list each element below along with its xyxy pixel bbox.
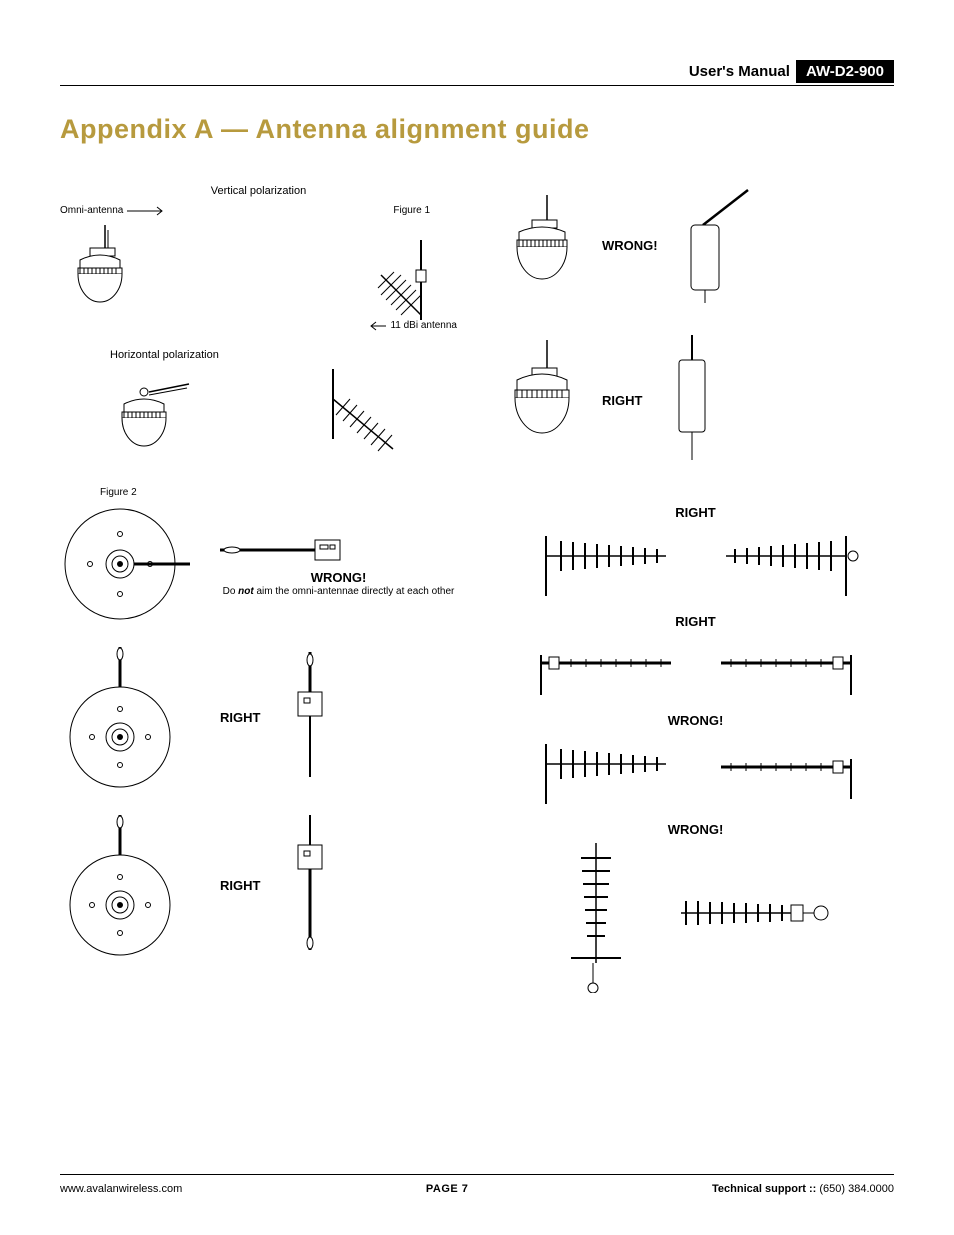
- yagi-vertical-down-icon: [561, 843, 631, 993]
- yagi-flat-left-icon: [711, 739, 861, 799]
- figure-1-label: Figure 1: [366, 205, 457, 216]
- right-column: WRONG! RIGHT: [497, 185, 894, 1011]
- dome-camera-vertical-icon: [497, 340, 587, 460]
- yagi-horizontal-pole-icon: [308, 369, 408, 469]
- header: User's Manual AW-D2-900: [60, 60, 894, 83]
- yagi-right-horizontal-icon: [531, 526, 681, 596]
- right-label: RIGHT: [497, 505, 894, 520]
- yagi-left-horizontal-icon: [671, 883, 831, 953]
- receiver-vertical-icon: [280, 652, 340, 782]
- receiver-side-icon: [220, 530, 350, 570]
- left-column: Vertical polarization Omni-antenna: [60, 185, 457, 1011]
- product-code-badge: AW-D2-900: [796, 60, 894, 83]
- figure-2-label: Figure 2: [100, 487, 457, 498]
- horizontal-polarization-heading: Horizontal polarization: [110, 349, 457, 361]
- vertical-polarization-heading: Vertical polarization: [60, 185, 457, 197]
- dome-camera-vertical-icon: [60, 220, 140, 320]
- arrow-icon: [127, 206, 167, 216]
- yagi-vertical-icon: [366, 220, 456, 320]
- support-info: Technical support :: (650) 384.0000: [712, 1183, 894, 1195]
- footer-divider: [60, 1174, 894, 1175]
- right-label: RIGHT: [220, 710, 260, 725]
- wrong-label: WRONG!: [220, 570, 457, 585]
- wrong-label: WRONG!: [497, 822, 894, 837]
- yagi-flat-right-icon: [531, 635, 681, 695]
- omni-antenna-label: Omni-antenna: [60, 205, 123, 216]
- omni-top-view-icon: [60, 504, 200, 624]
- yagi-left-horizontal-icon: [711, 526, 861, 596]
- receiver-vertical-down-icon: [280, 815, 340, 955]
- arrow-icon: [366, 321, 386, 331]
- omni-top-view-vertical-icon: [60, 810, 200, 960]
- omni-top-view-vertical-icon: [60, 642, 200, 792]
- dbi-antenna-label: 11 dBi antenna: [390, 320, 457, 331]
- wrong-label: WRONG!: [497, 713, 894, 728]
- footer: www.avalanwireless.com PAGE 7 Technical …: [60, 1174, 894, 1195]
- yagi-right-horizontal-icon: [531, 734, 681, 804]
- wrong-label: WRONG!: [602, 238, 658, 253]
- yagi-flat-left-icon: [711, 635, 861, 695]
- page-number: PAGE 7: [426, 1183, 469, 1195]
- page-title: Appendix A — Antenna alignment guide: [60, 114, 894, 145]
- wrong-note: Do not aim the omni-antennae directly at…: [220, 585, 457, 598]
- header-divider: [60, 85, 894, 86]
- right-label: RIGHT: [497, 614, 894, 629]
- receiver-angled-icon: [673, 185, 753, 305]
- manual-label: User's Manual: [689, 63, 790, 80]
- dome-camera-horizontal-icon: [109, 374, 209, 464]
- footer-url: www.avalanwireless.com: [60, 1183, 182, 1195]
- right-label: RIGHT: [220, 878, 260, 893]
- dome-camera-vertical-icon: [497, 190, 587, 300]
- receiver-box-vertical-icon: [657, 335, 727, 465]
- right-label: RIGHT: [602, 393, 642, 408]
